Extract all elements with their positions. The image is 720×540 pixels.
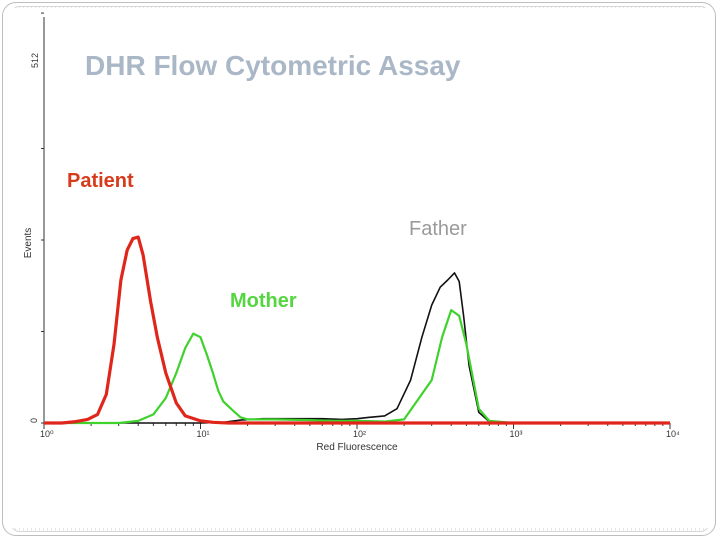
y-tick-label: 0 (29, 418, 39, 423)
series-layer (44, 235, 670, 425)
x-axis-title: Red Fluorescence (316, 442, 398, 453)
series-line-patient (44, 235, 670, 425)
y-axis-title: Events (23, 228, 34, 259)
x-tick-label: 10³ (510, 429, 523, 439)
series-line-mother (44, 309, 670, 425)
x-tick-label: 10⁴ (666, 429, 680, 439)
series-label-father: Father (409, 218, 467, 240)
plot-background (8, 8, 712, 528)
x-tick-label: 10¹ (197, 429, 210, 439)
x-tick-label: 10² (353, 429, 366, 439)
series-line-father (44, 272, 670, 424)
series-label-patient: Patient (67, 170, 134, 192)
y-tick-label: 512 (30, 53, 40, 68)
chart-title: DHR Flow Cytometric Assay (85, 50, 461, 81)
tick-labels-group: 10⁰ 10¹ 10² 10³ 10⁴ 0 512 Events Red Fluorescenc… (23, 53, 680, 453)
x-tick-label: 10⁰ (40, 429, 54, 439)
series-label-mother: Mother (230, 290, 297, 312)
